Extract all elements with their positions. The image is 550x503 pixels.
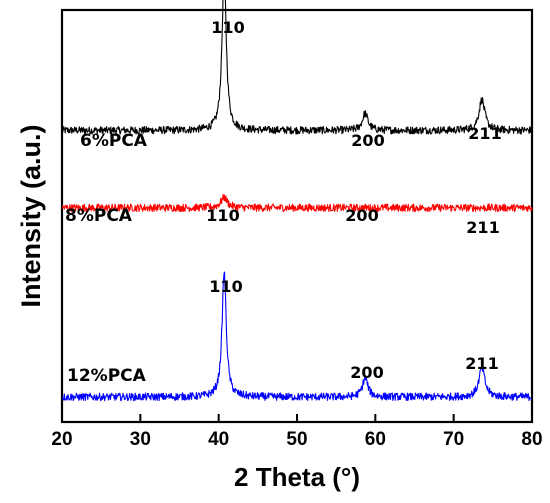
peak-label-12pca-211: 211: [465, 354, 498, 373]
x-tick-label: 60: [365, 429, 386, 450]
peak-label-6pca-211: 211: [468, 124, 501, 143]
peak-label-6pca-200: 200: [351, 131, 384, 150]
series-line-6pct-pca: [61, 0, 533, 135]
plot-frame: [60, 8, 534, 424]
y-axis-label: Intensity (a.u.): [16, 124, 46, 307]
x-axis-ticks: 20 30 40 50 60 70 80: [51, 414, 543, 450]
x-tick-label: 20: [51, 429, 72, 450]
peak-label-8pca-200: 200: [345, 206, 378, 225]
x-tick-label: 50: [286, 429, 307, 450]
peak-label-6pca-110: 110: [211, 18, 244, 37]
x-tick-label: 70: [443, 429, 464, 450]
x-tick-label: 30: [130, 429, 151, 450]
traces-group: [61, 0, 533, 402]
x-tick-label: 40: [208, 429, 229, 450]
series-line-12pct-pca: [61, 271, 533, 402]
peak-label-8pca-211: 211: [466, 218, 499, 237]
series-line-8pct-pca: [61, 193, 533, 213]
peak-label-12pca-110: 110: [209, 277, 242, 296]
peak-label-8pca-110: 110: [206, 206, 239, 225]
series-label-8pca: 8%PCA: [65, 206, 133, 226]
series-label-12pca: 12%PCA: [67, 366, 147, 386]
x-axis-label: 2 Theta (°): [234, 462, 360, 492]
peak-label-12pca-200: 200: [350, 363, 383, 382]
series-label-6pca: 6%PCA: [80, 131, 148, 151]
x-tick-label: 80: [521, 429, 542, 450]
